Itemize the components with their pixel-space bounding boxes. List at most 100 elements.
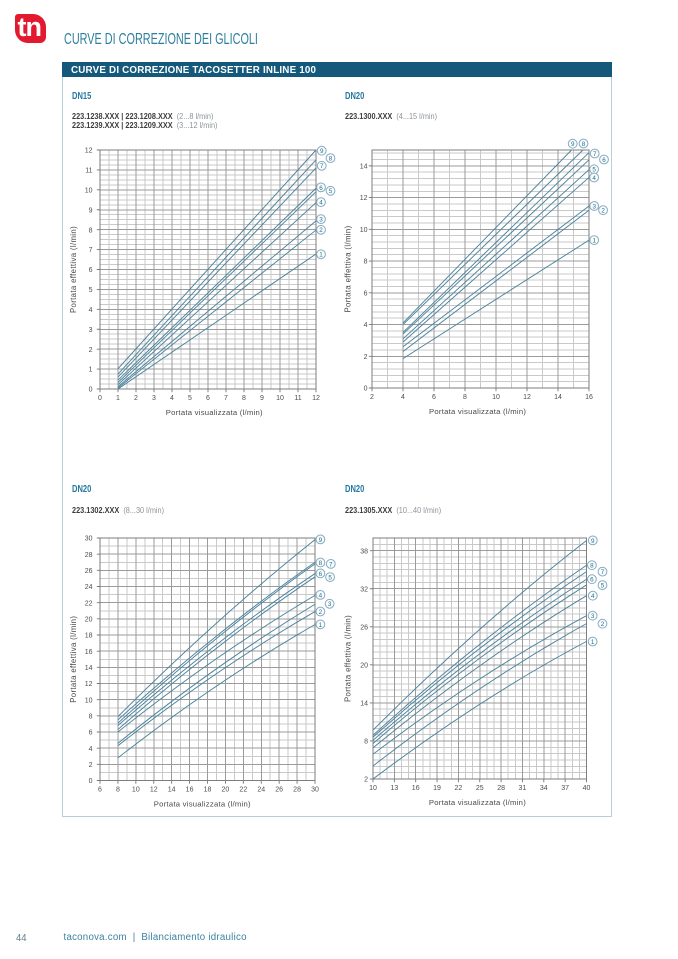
svg-text:Portata visualizzata (l/min): Portata visualizzata (l/min): [429, 407, 526, 416]
svg-text:6: 6: [89, 730, 93, 737]
svg-text:Portata effettiva (l/min): Portata effettiva (l/min): [69, 225, 78, 312]
svg-text:22: 22: [239, 787, 247, 794]
svg-text:10: 10: [492, 394, 500, 401]
svg-text:18: 18: [85, 633, 93, 640]
svg-text:9: 9: [570, 141, 574, 148]
svg-text:1: 1: [116, 395, 120, 402]
svg-text:5: 5: [600, 582, 604, 589]
svg-text:2: 2: [89, 346, 93, 353]
svg-text:11: 11: [294, 395, 301, 402]
svg-text:31: 31: [518, 785, 526, 792]
svg-text:8: 8: [463, 394, 467, 401]
svg-text:26: 26: [85, 568, 93, 575]
svg-text:3: 3: [152, 395, 156, 402]
svg-text:2: 2: [319, 227, 323, 234]
svg-text:8: 8: [363, 259, 367, 266]
svg-text:8: 8: [364, 738, 368, 745]
svg-text:3: 3: [319, 216, 323, 223]
svg-text:2: 2: [319, 609, 323, 616]
svg-text:8: 8: [89, 227, 93, 234]
svg-text:5: 5: [329, 188, 333, 195]
svg-text:7: 7: [224, 395, 228, 402]
svg-text:7: 7: [592, 151, 596, 158]
svg-text:6: 6: [602, 157, 606, 164]
svg-text:34: 34: [539, 785, 547, 792]
svg-text:1: 1: [319, 622, 323, 629]
svg-text:7: 7: [320, 163, 324, 170]
svg-text:6: 6: [363, 290, 367, 297]
svg-text:8: 8: [590, 562, 594, 569]
svg-text:10: 10: [85, 187, 93, 194]
svg-text:10: 10: [85, 697, 93, 704]
svg-text:2: 2: [89, 762, 93, 769]
svg-text:26: 26: [275, 787, 283, 794]
svg-text:8: 8: [116, 787, 120, 794]
svg-text:9: 9: [320, 148, 324, 155]
svg-text:9: 9: [89, 207, 93, 214]
svg-text:40: 40: [582, 785, 590, 792]
svg-text:22: 22: [85, 600, 93, 607]
svg-text:8: 8: [89, 713, 93, 720]
svg-text:4: 4: [319, 592, 323, 599]
svg-text:Portata visualizzata (l/min): Portata visualizzata (l/min): [154, 800, 251, 809]
svg-text:14: 14: [360, 700, 368, 707]
svg-text:7: 7: [89, 247, 93, 254]
svg-text:9: 9: [591, 537, 595, 544]
svg-text:14: 14: [359, 163, 367, 170]
svg-text:8: 8: [319, 560, 323, 567]
svg-text:Portata effettiva (l/min): Portata effettiva (l/min): [343, 225, 352, 312]
svg-text:6: 6: [319, 184, 323, 191]
svg-text:24: 24: [257, 787, 265, 794]
svg-text:10: 10: [276, 395, 284, 402]
svg-text:5: 5: [188, 395, 192, 402]
svg-text:6: 6: [590, 576, 594, 583]
svg-text:30: 30: [85, 536, 93, 543]
svg-text:22: 22: [454, 785, 462, 792]
svg-text:6: 6: [98, 787, 102, 794]
svg-text:3: 3: [592, 203, 596, 210]
svg-text:9: 9: [319, 537, 323, 544]
svg-text:7: 7: [600, 569, 604, 576]
svg-text:4: 4: [591, 593, 595, 600]
svg-text:4: 4: [592, 175, 596, 182]
svg-text:Portata visualizzata (l/min): Portata visualizzata (l/min): [166, 408, 263, 417]
svg-text:26: 26: [360, 624, 368, 631]
svg-text:2: 2: [363, 354, 367, 361]
svg-text:2: 2: [601, 208, 605, 215]
svg-text:12: 12: [523, 394, 531, 401]
svg-text:10: 10: [359, 227, 367, 234]
svg-text:1: 1: [319, 251, 323, 258]
svg-text:2: 2: [600, 621, 604, 628]
svg-text:28: 28: [293, 787, 301, 794]
svg-text:12: 12: [359, 195, 367, 202]
svg-text:10: 10: [369, 785, 377, 792]
svg-text:4: 4: [363, 322, 367, 329]
svg-text:6: 6: [319, 571, 323, 578]
svg-text:4: 4: [401, 394, 405, 401]
svg-text:0: 0: [363, 386, 367, 393]
svg-text:25: 25: [475, 785, 483, 792]
svg-text:30: 30: [311, 787, 319, 794]
svg-text:1: 1: [89, 366, 93, 373]
svg-text:5: 5: [328, 575, 332, 582]
svg-text:8: 8: [581, 141, 585, 148]
svg-text:4: 4: [89, 746, 93, 753]
svg-text:28: 28: [497, 785, 505, 792]
svg-text:6: 6: [89, 267, 93, 274]
svg-text:10: 10: [132, 787, 140, 794]
svg-text:3: 3: [89, 326, 93, 333]
svg-text:8: 8: [329, 155, 333, 162]
svg-text:14: 14: [85, 665, 93, 672]
svg-text:20: 20: [222, 787, 230, 794]
svg-text:7: 7: [329, 561, 333, 568]
svg-text:20: 20: [85, 616, 93, 623]
svg-text:Portata effettiva (l/min): Portata effettiva (l/min): [69, 616, 78, 703]
svg-text:5: 5: [89, 287, 93, 294]
svg-text:37: 37: [561, 785, 569, 792]
svg-text:12: 12: [85, 681, 93, 688]
svg-text:Portata visualizzata (l/min): Portata visualizzata (l/min): [428, 798, 525, 807]
svg-text:38: 38: [360, 548, 368, 555]
svg-text:19: 19: [433, 785, 441, 792]
svg-text:5: 5: [592, 167, 596, 174]
svg-text:20: 20: [360, 662, 368, 669]
